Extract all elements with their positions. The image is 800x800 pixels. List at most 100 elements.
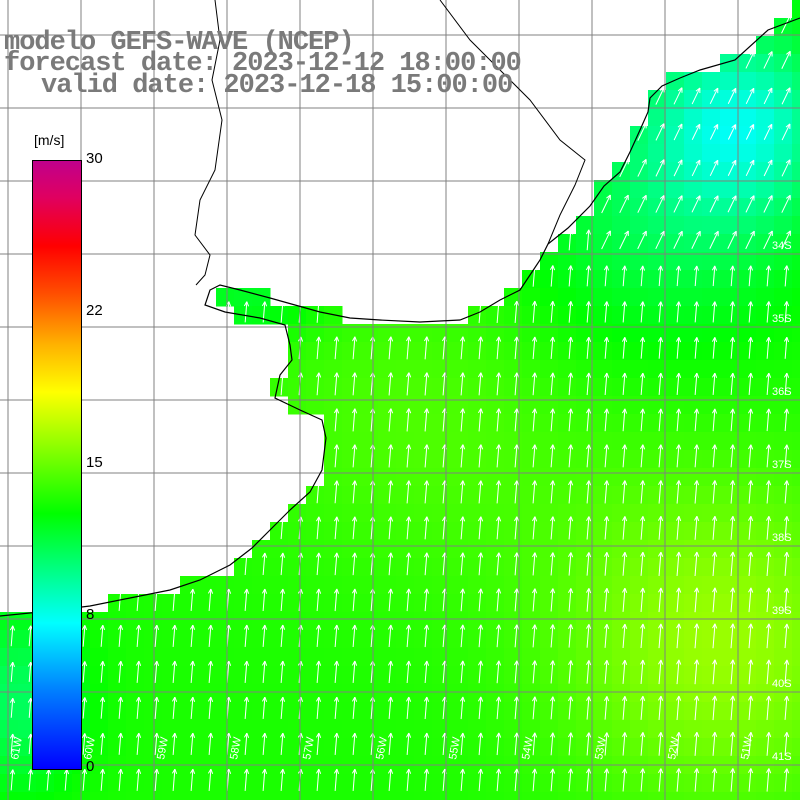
wind-speed-cell <box>18 630 37 649</box>
wind-speed-cell <box>432 612 451 631</box>
wind-speed-cell <box>324 594 343 613</box>
wind-arrow <box>567 768 574 792</box>
wind-speed-cell <box>630 792 649 800</box>
wind-speed-cell <box>288 504 307 523</box>
wind-speed-cell <box>702 666 721 685</box>
wind-speed-cell <box>270 558 289 577</box>
wind-speed-cell <box>594 198 613 217</box>
wind-speed-cell <box>198 666 217 685</box>
wind-speed-cell <box>360 558 379 577</box>
wind-speed-cell <box>720 504 739 523</box>
wind-speed-cell <box>648 342 667 361</box>
wind-arrow <box>459 552 466 576</box>
wind-speed-cell <box>324 450 343 469</box>
wind-speed-cell <box>360 432 379 451</box>
wind-speed-cell <box>756 144 775 163</box>
wind-arrow <box>784 732 790 756</box>
wind-arrow <box>315 696 322 719</box>
wind-arrow <box>622 623 628 648</box>
wind-arrow <box>351 372 358 396</box>
wind-arrow <box>9 733 16 755</box>
wind-arrow <box>549 336 556 360</box>
wind-speed-cell <box>648 396 667 415</box>
wind-arrow <box>748 515 754 540</box>
wind-speed-cell <box>270 702 289 721</box>
wind-speed-cell <box>738 378 757 397</box>
wind-arrow <box>333 372 340 396</box>
wind-speed-cell <box>108 792 127 800</box>
wind-arrow <box>351 624 358 648</box>
wind-arrow <box>766 695 772 721</box>
wind-speed-cell <box>774 216 793 235</box>
wind-speed-cell <box>342 468 361 487</box>
wind-speed-cell <box>414 378 433 397</box>
wind-speed-cell <box>450 378 469 397</box>
wind-arrow <box>676 551 682 577</box>
wind-speed-cell <box>774 108 793 127</box>
wind-speed-cell <box>216 612 235 631</box>
wind-arrow <box>748 659 754 685</box>
wind-speed-cell <box>738 306 757 325</box>
wind-arrow <box>333 624 340 648</box>
wind-arrow <box>709 159 719 177</box>
wind-speed-cell <box>342 720 361 739</box>
wind-speed-cell <box>522 360 541 379</box>
wind-speed-cell <box>90 738 109 757</box>
wind-speed-cell <box>0 702 19 721</box>
wind-arrow <box>495 480 502 504</box>
wind-arrow <box>658 551 664 576</box>
wind-speed-cell <box>756 72 775 91</box>
wind-speed-cell <box>522 720 541 739</box>
wind-speed-cell <box>180 702 199 721</box>
wind-speed-cell <box>468 468 487 487</box>
wind-arrow <box>495 552 502 576</box>
wind-speed-cell <box>270 306 289 325</box>
wind-speed-cell <box>324 342 343 361</box>
wind-speed-cell <box>126 684 145 703</box>
wind-speed-cell <box>720 288 739 307</box>
wind-speed-cell <box>126 666 145 685</box>
wind-speed-cell <box>486 396 505 415</box>
wind-speed-cell <box>774 396 793 415</box>
coastline-path <box>0 17 800 617</box>
wind-speed-cell <box>90 774 109 793</box>
wind-arrow <box>694 587 700 613</box>
wind-arrow <box>549 372 556 396</box>
wind-speed-cell <box>684 648 703 667</box>
wind-arrow <box>781 230 791 250</box>
wind-speed-cell <box>324 792 343 800</box>
wind-speed-cell <box>612 720 631 739</box>
wind-speed-cell <box>720 162 739 181</box>
wind-arrow <box>586 696 592 720</box>
wind-speed-cell <box>504 432 523 451</box>
wind-speed-cell <box>576 216 595 235</box>
wind-arrow <box>459 480 466 504</box>
wind-speed-cell <box>540 630 559 649</box>
wind-speed-cell <box>540 378 559 397</box>
wind-speed-cell <box>702 198 721 217</box>
wind-speed-cell <box>684 162 703 181</box>
lat-label: 41S <box>772 751 792 763</box>
wind-speed-cell <box>792 738 800 757</box>
wind-speed-cell <box>504 684 523 703</box>
wind-arrow <box>712 587 718 613</box>
wind-speed-cell <box>108 594 127 613</box>
wind-arrow <box>99 768 106 791</box>
wind-arrow <box>99 697 106 719</box>
wind-speed-cell <box>720 720 739 739</box>
wind-speed-cell <box>216 576 235 595</box>
wind-speed-cell <box>576 252 595 271</box>
wind-speed-cell <box>468 684 487 703</box>
wind-arrow <box>423 408 430 432</box>
wind-speed-cell <box>216 774 235 793</box>
wind-speed-cell <box>378 558 397 577</box>
wind-speed-cell <box>792 252 800 271</box>
wind-speed-cell <box>252 702 271 721</box>
wind-speed-cell <box>612 414 631 433</box>
wind-arrow <box>727 230 737 249</box>
wind-speed-cell <box>450 612 469 631</box>
wind-speed-cell <box>648 558 667 577</box>
wind-speed-cell <box>540 684 559 703</box>
wind-speed-cell <box>738 126 757 145</box>
wind-speed-cell <box>738 738 757 757</box>
